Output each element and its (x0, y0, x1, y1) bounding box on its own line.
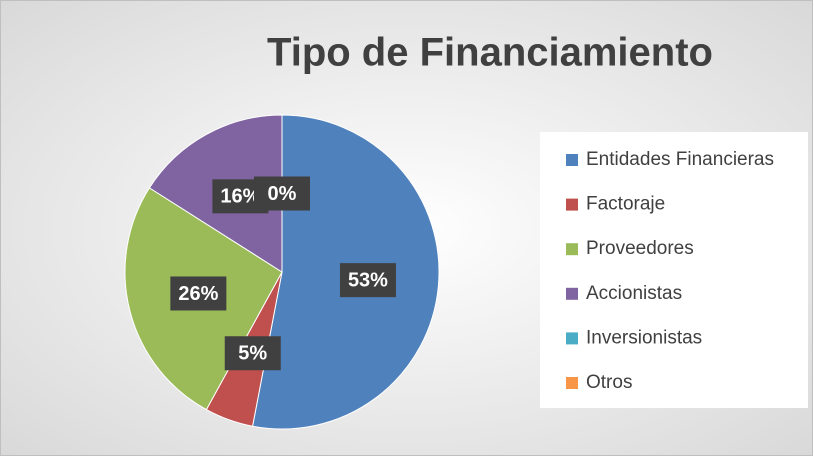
data-label: 53% (348, 269, 388, 291)
legend-label: Factoraje (586, 194, 665, 215)
legend-label: Inversionistas (586, 327, 702, 348)
data-label-box (339, 263, 396, 298)
data-label-box (170, 276, 227, 311)
legend-label: Otros (586, 372, 632, 393)
legend-swatch (566, 243, 578, 256)
data-label: 5% (238, 343, 267, 365)
data-label: 16% (220, 186, 260, 208)
data-label: 26% (178, 283, 218, 305)
legend-label: Accionistas (586, 283, 682, 304)
data-label: 0% (268, 183, 297, 205)
legend-swatch (566, 332, 578, 345)
legend-label: Proveedores (586, 238, 694, 259)
legend-swatch (566, 198, 578, 211)
legend-box (540, 132, 808, 408)
legend-swatch (566, 154, 578, 166)
data-label-box (224, 336, 281, 371)
data-label-box (254, 176, 310, 211)
legend-swatch (566, 377, 578, 389)
chart-title: Tipo de Financiamiento (267, 31, 713, 75)
legend-swatch (566, 287, 578, 300)
legend-label: Entidades Financieras (586, 149, 774, 170)
